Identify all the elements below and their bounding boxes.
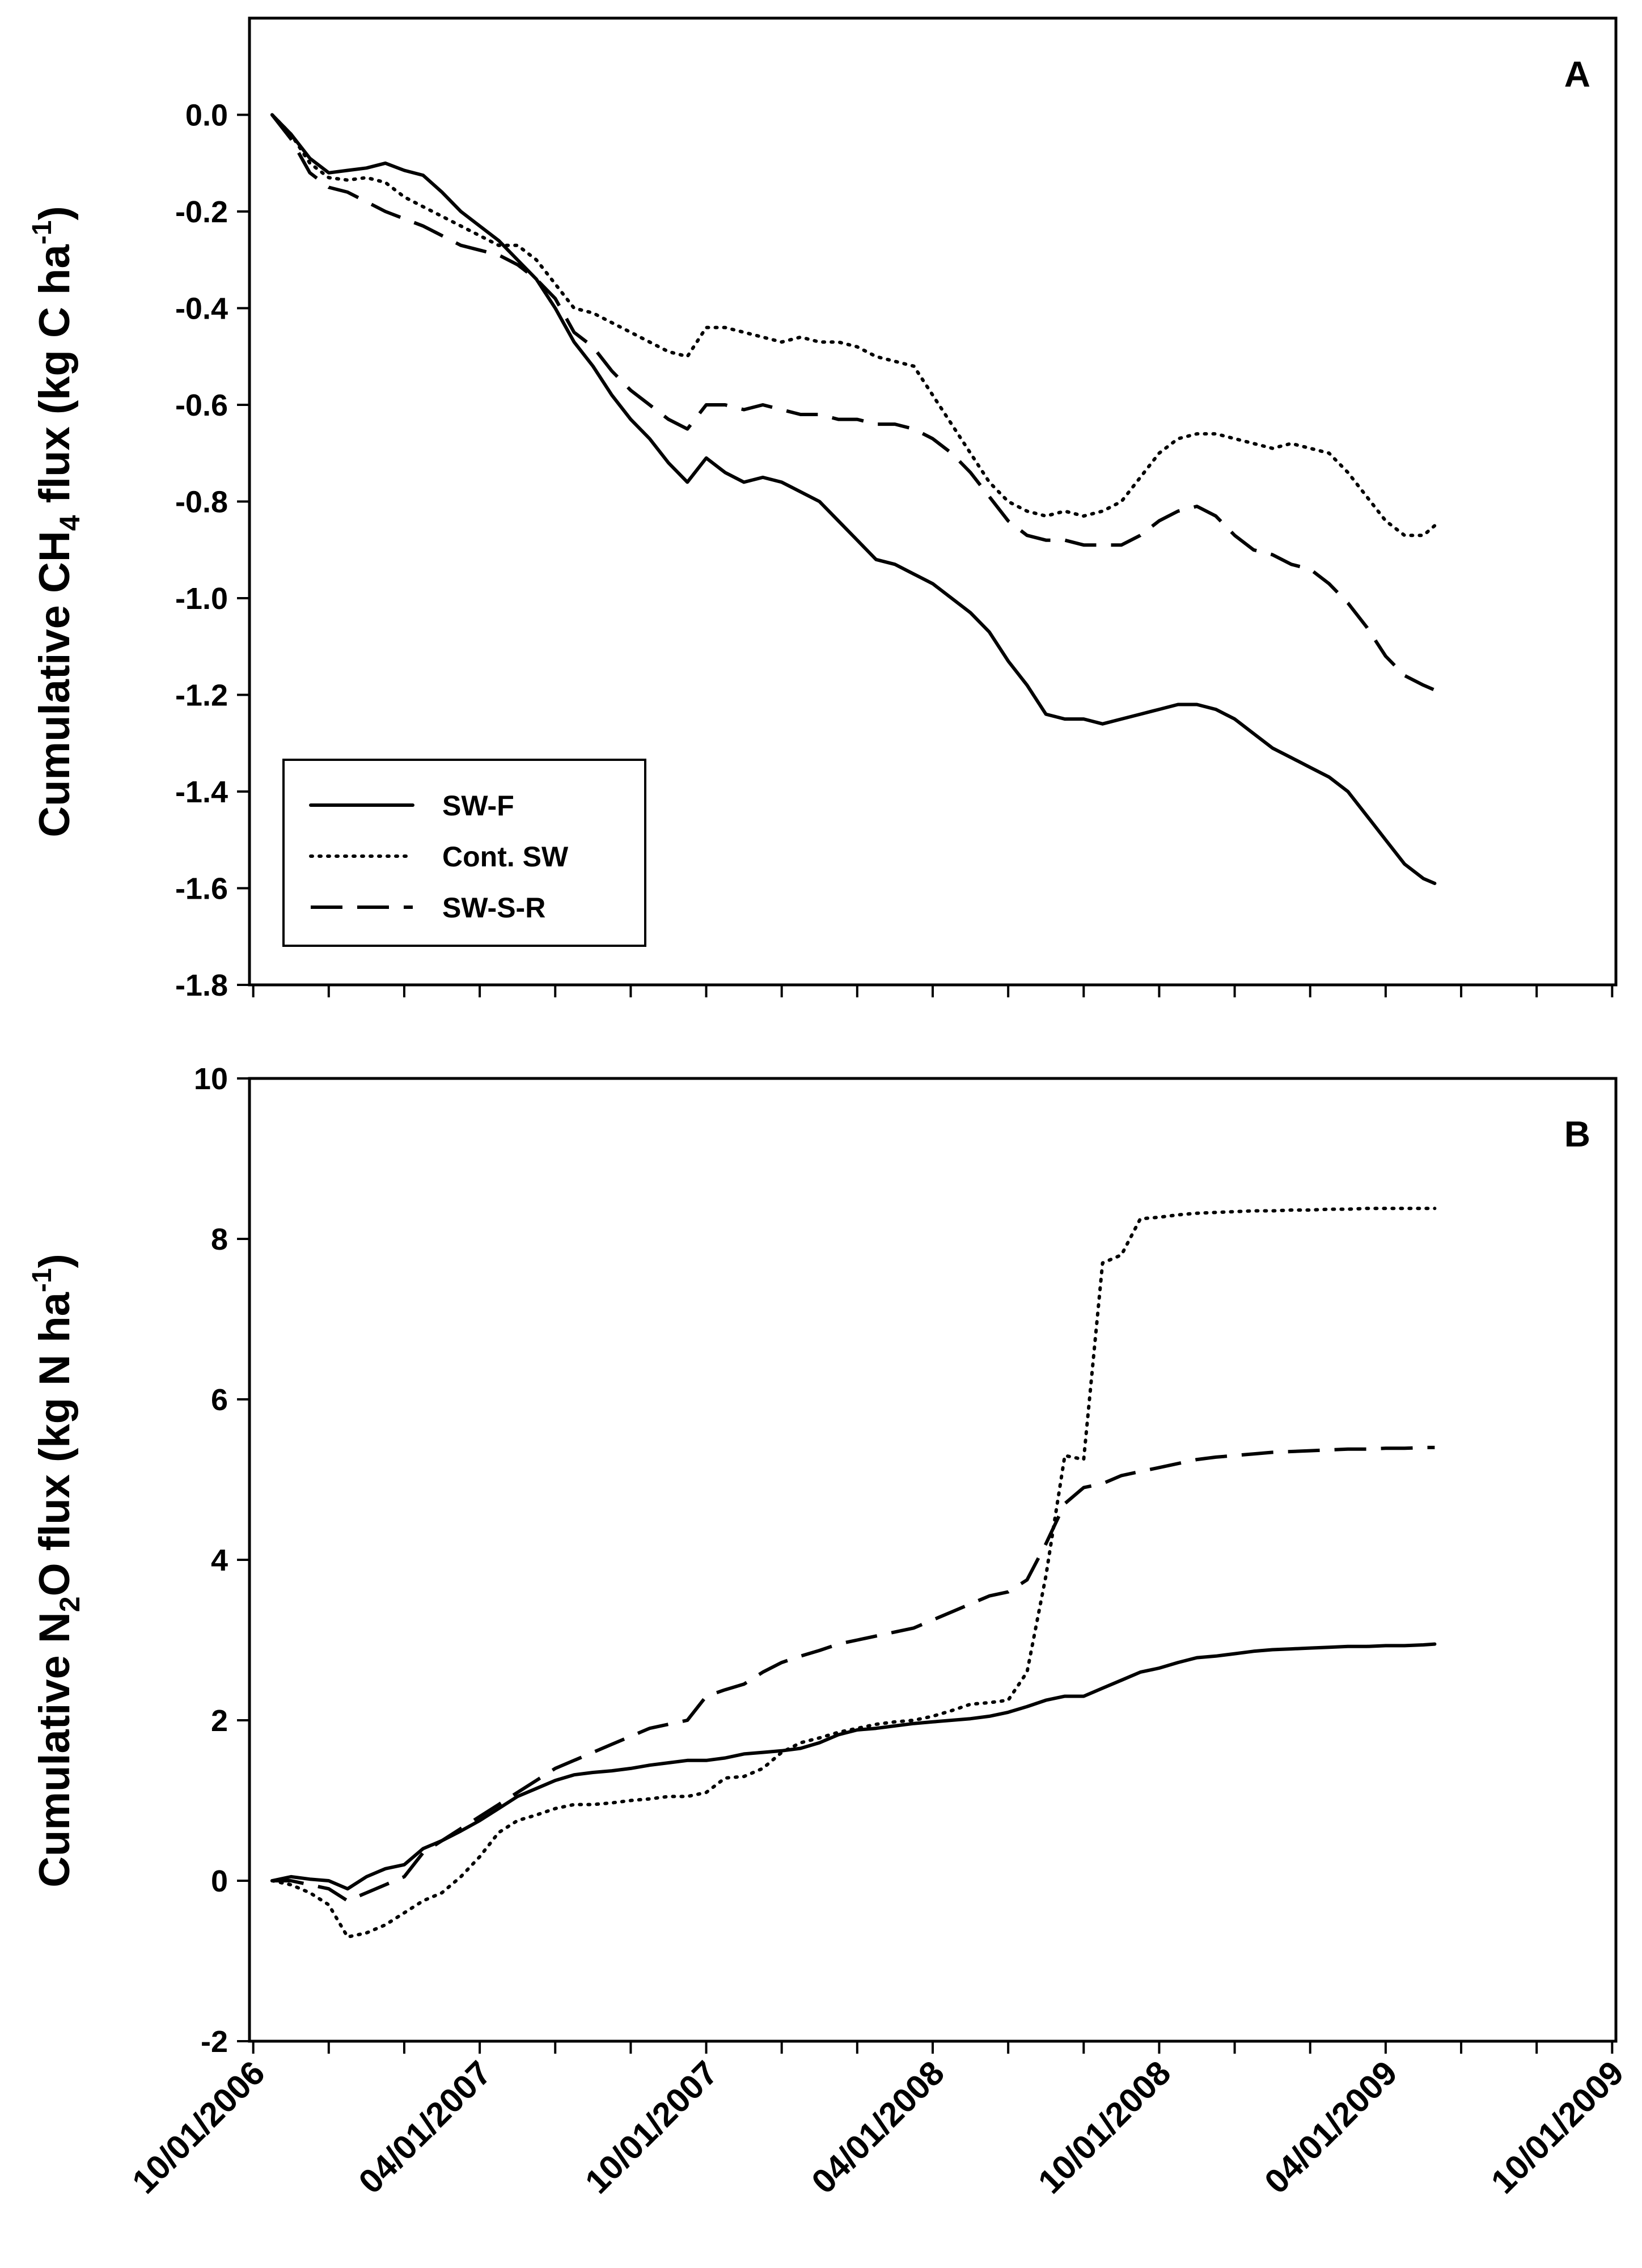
panel-a-y-tick-label: -0.2: [175, 195, 228, 229]
panel-b-series-sw-s-r: [272, 1445, 1435, 1903]
legend-label: SW-F: [442, 790, 514, 822]
x-tick-label: 10/01/2009: [1484, 2054, 1631, 2201]
panel-b-label: B: [1564, 1114, 1590, 1154]
x-tick-label: 04/01/2009: [1257, 2054, 1404, 2201]
panel-a-y-tick-label: -1.0: [175, 582, 228, 616]
x-tick-label: 10/01/2008: [1031, 2054, 1178, 2201]
panel-a-plot-area: [248, 16, 1618, 987]
panel-a-y-tick-label: -1.8: [175, 968, 228, 1002]
panel-b-y-tick-label: 6: [211, 1383, 228, 1417]
x-axis-date-labels: 10/01/2006 04/01/2007 10/01/2007 04/01/2008…: [125, 2054, 1631, 2201]
panel-a-y-tick-label: -1.6: [175, 872, 228, 906]
panel-a-y-axis: 0.0 -0.2 -0.4 -0.6 -0.8 -1.0 -1.2 -1.4 -1.6 -1.8: [175, 99, 249, 1002]
panel-b-y-tick-label: -2: [201, 2025, 228, 2059]
panel-b-y-tick-label: 10: [194, 1062, 228, 1096]
panel-b-series: [270, 1207, 1437, 1939]
panel-a-y-tick-label: -1.2: [175, 679, 228, 713]
legend-label: Cont. SW: [442, 841, 569, 873]
panel-a-y-tick-label: -0.6: [175, 388, 228, 422]
panel-b-plot-area: [248, 1077, 1618, 2043]
panel-b-n2o: 10 8 6 4 2 0 -2 Cumulative N2O flux (kg N ha-1…: [27, 1062, 1618, 2059]
legend-box: [282, 759, 646, 947]
panel-a-y-axis-title: Cumulative CH4 flux (kg C ha-1): [27, 206, 86, 837]
panel-b-series-sw-f: [270, 1642, 1437, 1891]
panel-b-y-tick-label: 0: [211, 1864, 228, 1898]
panel-b-y-axis: 10 8 6 4 2 0 -2: [194, 1062, 249, 2059]
panel-b-x-axis: [252, 2041, 1614, 2054]
panel-a-y-tick-label: 0.0: [185, 99, 228, 133]
x-tick-label: 10/01/2007: [578, 2054, 725, 2201]
panel-a-series-cont-sw: [270, 113, 1437, 538]
panel-a-series-sw-s-r: [270, 113, 1436, 692]
panel-a-ch4: 0.0-0.2-0.4-0.6-0.8-1.0-1.2-1.4-1.6-1.8 …: [27, 16, 1618, 1002]
panel-b-y-axis-title: Cumulative N2O flux (kg N ha-1): [27, 1254, 86, 1888]
panel-a-label: A: [1564, 54, 1590, 95]
panel-a-x-axis: [252, 985, 1614, 997]
legend: SW-F Cont. SW SW-S-R: [282, 759, 646, 947]
legend-label: SW-S-R: [442, 892, 545, 924]
panel-b-series-cont-sw: [270, 1207, 1437, 1939]
panel-a-series: [270, 113, 1437, 885]
panel-a-y-tick-label: -0.8: [175, 485, 228, 519]
x-tick-label: 10/01/2006: [125, 2054, 272, 2201]
panel-a-y-tick-label: -1.4: [175, 775, 228, 809]
panel-b-y-tick-label: 4: [211, 1543, 228, 1577]
x-tick-label: 04/01/2007: [352, 2054, 499, 2201]
x-tick-label: 04/01/2008: [804, 2054, 951, 2201]
panel-a-series-sw-f: [270, 113, 1437, 885]
panel-a-y-tick-label: -0.4: [175, 292, 228, 326]
panel-b-y-tick-label: 2: [211, 1704, 228, 1738]
legend-entries: SW-F Cont. SW SW-S-R: [309, 790, 569, 924]
panel-b-y-tick-label: 8: [211, 1222, 228, 1256]
